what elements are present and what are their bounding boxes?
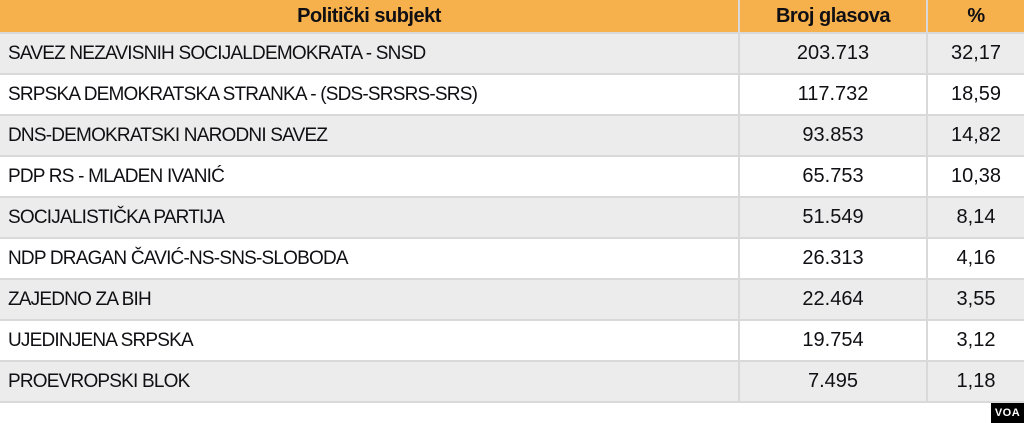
cell-votes: 65.753 xyxy=(740,157,928,198)
cell-percent: 18,59 xyxy=(928,75,1024,116)
results-table: Politički subjekt Broj glasova % SAVEZ N… xyxy=(0,0,1024,403)
table-row: NDP DRAGAN ČAVIĆ-NS-SNS-SLOBODA 26.313 4,1… xyxy=(0,239,1024,280)
cell-subject: SOCIJALISTIČKA PARTIJA xyxy=(0,198,740,239)
cell-votes: 19.754 xyxy=(740,321,928,362)
cell-subject: SAVEZ NEZAVISNIH SOCIJALDEMOKRATA - SNSD xyxy=(0,34,740,75)
cell-subject: DNS-DEMOKRATSKI NARODNI SAVEZ xyxy=(0,116,740,157)
cell-votes: 7.495 xyxy=(740,362,928,403)
column-header-subject: Politički subjekt xyxy=(0,0,740,34)
cell-subject: SRPSKA DEMOKRATSKA STRANKA - (SDS-SRSRS-… xyxy=(0,75,740,116)
table-row: DNS-DEMOKRATSKI NARODNI SAVEZ 93.853 14,82 xyxy=(0,116,1024,157)
table-row: SAVEZ NEZAVISNIH SOCIJALDEMOKRATA - SNSD… xyxy=(0,34,1024,75)
cell-votes: 93.853 xyxy=(740,116,928,157)
column-header-percent: % xyxy=(928,0,1024,34)
table-row: PROEVROPSKI BLOK 7.495 1,18 xyxy=(0,362,1024,403)
table-body: SAVEZ NEZAVISNIH SOCIJALDEMOKRATA - SNSD… xyxy=(0,34,1024,403)
cell-percent: 3,12 xyxy=(928,321,1024,362)
cell-subject: ZAJEDNO ZA BIH xyxy=(0,280,740,321)
voa-logo: VOA xyxy=(991,403,1024,423)
cell-votes: 117.732 xyxy=(740,75,928,116)
column-header-votes: Broj glasova xyxy=(740,0,928,34)
cell-subject: PROEVROPSKI BLOK xyxy=(0,362,740,403)
cell-percent: 14,82 xyxy=(928,116,1024,157)
table-row: ZAJEDNO ZA BIH 22.464 3,55 xyxy=(0,280,1024,321)
header-row: Politički subjekt Broj glasova % xyxy=(0,0,1024,34)
table-row: PDP RS - MLADEN IVANIĆ 65.753 10,38 xyxy=(0,157,1024,198)
cell-subject: NDP DRAGAN ČAVIĆ-NS-SNS-SLOBODA xyxy=(0,239,740,280)
cell-percent: 4,16 xyxy=(928,239,1024,280)
cell-votes: 203.713 xyxy=(740,34,928,75)
cell-votes: 26.313 xyxy=(740,239,928,280)
cell-subject: UJEDINJENA SRPSKA xyxy=(0,321,740,362)
cell-percent: 8,14 xyxy=(928,198,1024,239)
cell-votes: 22.464 xyxy=(740,280,928,321)
cell-subject: PDP RS - MLADEN IVANIĆ xyxy=(0,157,740,198)
table-row: SRPSKA DEMOKRATSKA STRANKA - (SDS-SRSRS-… xyxy=(0,75,1024,116)
cell-votes: 51.549 xyxy=(740,198,928,239)
cell-percent: 10,38 xyxy=(928,157,1024,198)
table-row: UJEDINJENA SRPSKA 19.754 3,12 xyxy=(0,321,1024,362)
cell-percent: 32,17 xyxy=(928,34,1024,75)
cell-percent: 3,55 xyxy=(928,280,1024,321)
table-row: SOCIJALISTIČKA PARTIJA 51.549 8,14 xyxy=(0,198,1024,239)
cell-percent: 1,18 xyxy=(928,362,1024,403)
